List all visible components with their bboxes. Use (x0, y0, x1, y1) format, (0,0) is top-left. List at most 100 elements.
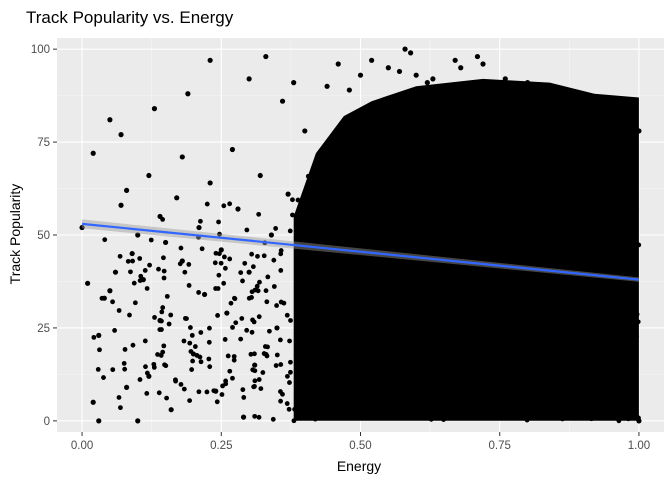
data-point (142, 338, 148, 344)
data-point (574, 337, 579, 343)
data-point (335, 61, 341, 67)
data-point (575, 324, 581, 330)
data-point (312, 416, 318, 422)
data-point (446, 186, 452, 192)
data-point (579, 393, 585, 399)
data-point (182, 269, 188, 275)
data-point (405, 149, 411, 154)
data-point (393, 306, 399, 312)
data-point (318, 254, 325, 260)
data-point (623, 233, 629, 239)
data-point (333, 335, 339, 340)
data-point (558, 359, 564, 365)
data-point (256, 377, 262, 382)
data-point (435, 371, 440, 377)
data-point (246, 295, 252, 301)
data-point (614, 279, 619, 285)
data-point (379, 276, 385, 282)
data-point (403, 222, 409, 228)
data-point (372, 291, 378, 297)
data-point (430, 327, 436, 333)
data-point (144, 391, 150, 396)
data-point (381, 372, 387, 377)
data-point (585, 397, 591, 403)
data-point (627, 249, 633, 255)
data-point (161, 275, 167, 281)
data-point (506, 312, 512, 318)
data-point (569, 113, 575, 119)
data-point (520, 232, 526, 238)
data-point (515, 388, 521, 393)
data-point (352, 196, 358, 202)
data-point (355, 312, 361, 318)
data-point (239, 316, 245, 321)
data-point (631, 244, 637, 250)
data-point (582, 126, 588, 132)
data-point (454, 186, 460, 192)
data-point (629, 304, 635, 310)
data-point (257, 172, 263, 179)
data-point (278, 389, 283, 394)
data-point (350, 364, 356, 369)
data-point (543, 205, 549, 211)
data-point (546, 130, 552, 135)
data-point (612, 403, 617, 409)
data-point (452, 57, 458, 63)
data-point (586, 347, 592, 353)
data-point (267, 328, 272, 334)
data-point (560, 390, 566, 396)
data-point (346, 87, 352, 93)
data-point (438, 314, 444, 320)
data-point (90, 399, 96, 405)
data-point (570, 258, 576, 264)
data-point (118, 405, 123, 411)
data-point (558, 98, 564, 104)
data-point (249, 251, 255, 257)
data-point (117, 253, 123, 259)
data-point (544, 292, 550, 298)
data-point (358, 193, 364, 199)
data-point (471, 174, 477, 180)
data-point (502, 214, 508, 220)
data-point (110, 299, 115, 305)
data-point (405, 310, 411, 316)
data-point (331, 297, 337, 303)
data-point (583, 199, 589, 205)
data-point (492, 378, 498, 384)
data-point (582, 170, 588, 176)
data-point (575, 179, 581, 184)
data-point (304, 326, 310, 332)
data-point (187, 340, 193, 346)
data-point (307, 184, 313, 190)
data-point (471, 382, 477, 388)
data-point (566, 221, 572, 227)
data-point (579, 193, 585, 198)
data-point (504, 348, 509, 354)
data-point (357, 215, 363, 221)
data-point (189, 332, 195, 338)
data-point (336, 280, 342, 285)
data-point (368, 247, 373, 253)
data-point (520, 183, 526, 189)
data-point (396, 189, 402, 194)
data-point (566, 301, 572, 306)
data-point (229, 146, 236, 153)
data-point (537, 335, 543, 341)
data-point (515, 295, 521, 301)
data-point (541, 375, 547, 380)
data-point (585, 332, 591, 338)
data-point (256, 314, 262, 320)
data-point (426, 272, 432, 278)
data-point (135, 418, 141, 424)
data-point (518, 394, 524, 400)
data-point (530, 365, 536, 371)
data-point (635, 319, 641, 325)
data-point (456, 220, 461, 225)
data-point (430, 76, 436, 82)
data-point (529, 273, 535, 279)
data-point (278, 362, 284, 367)
data-point (617, 390, 622, 395)
data-point (389, 291, 395, 297)
data-point (311, 306, 317, 312)
x-axis-ticks: 0.00 0.25 0.50 0.75 1.00 (71, 432, 650, 452)
